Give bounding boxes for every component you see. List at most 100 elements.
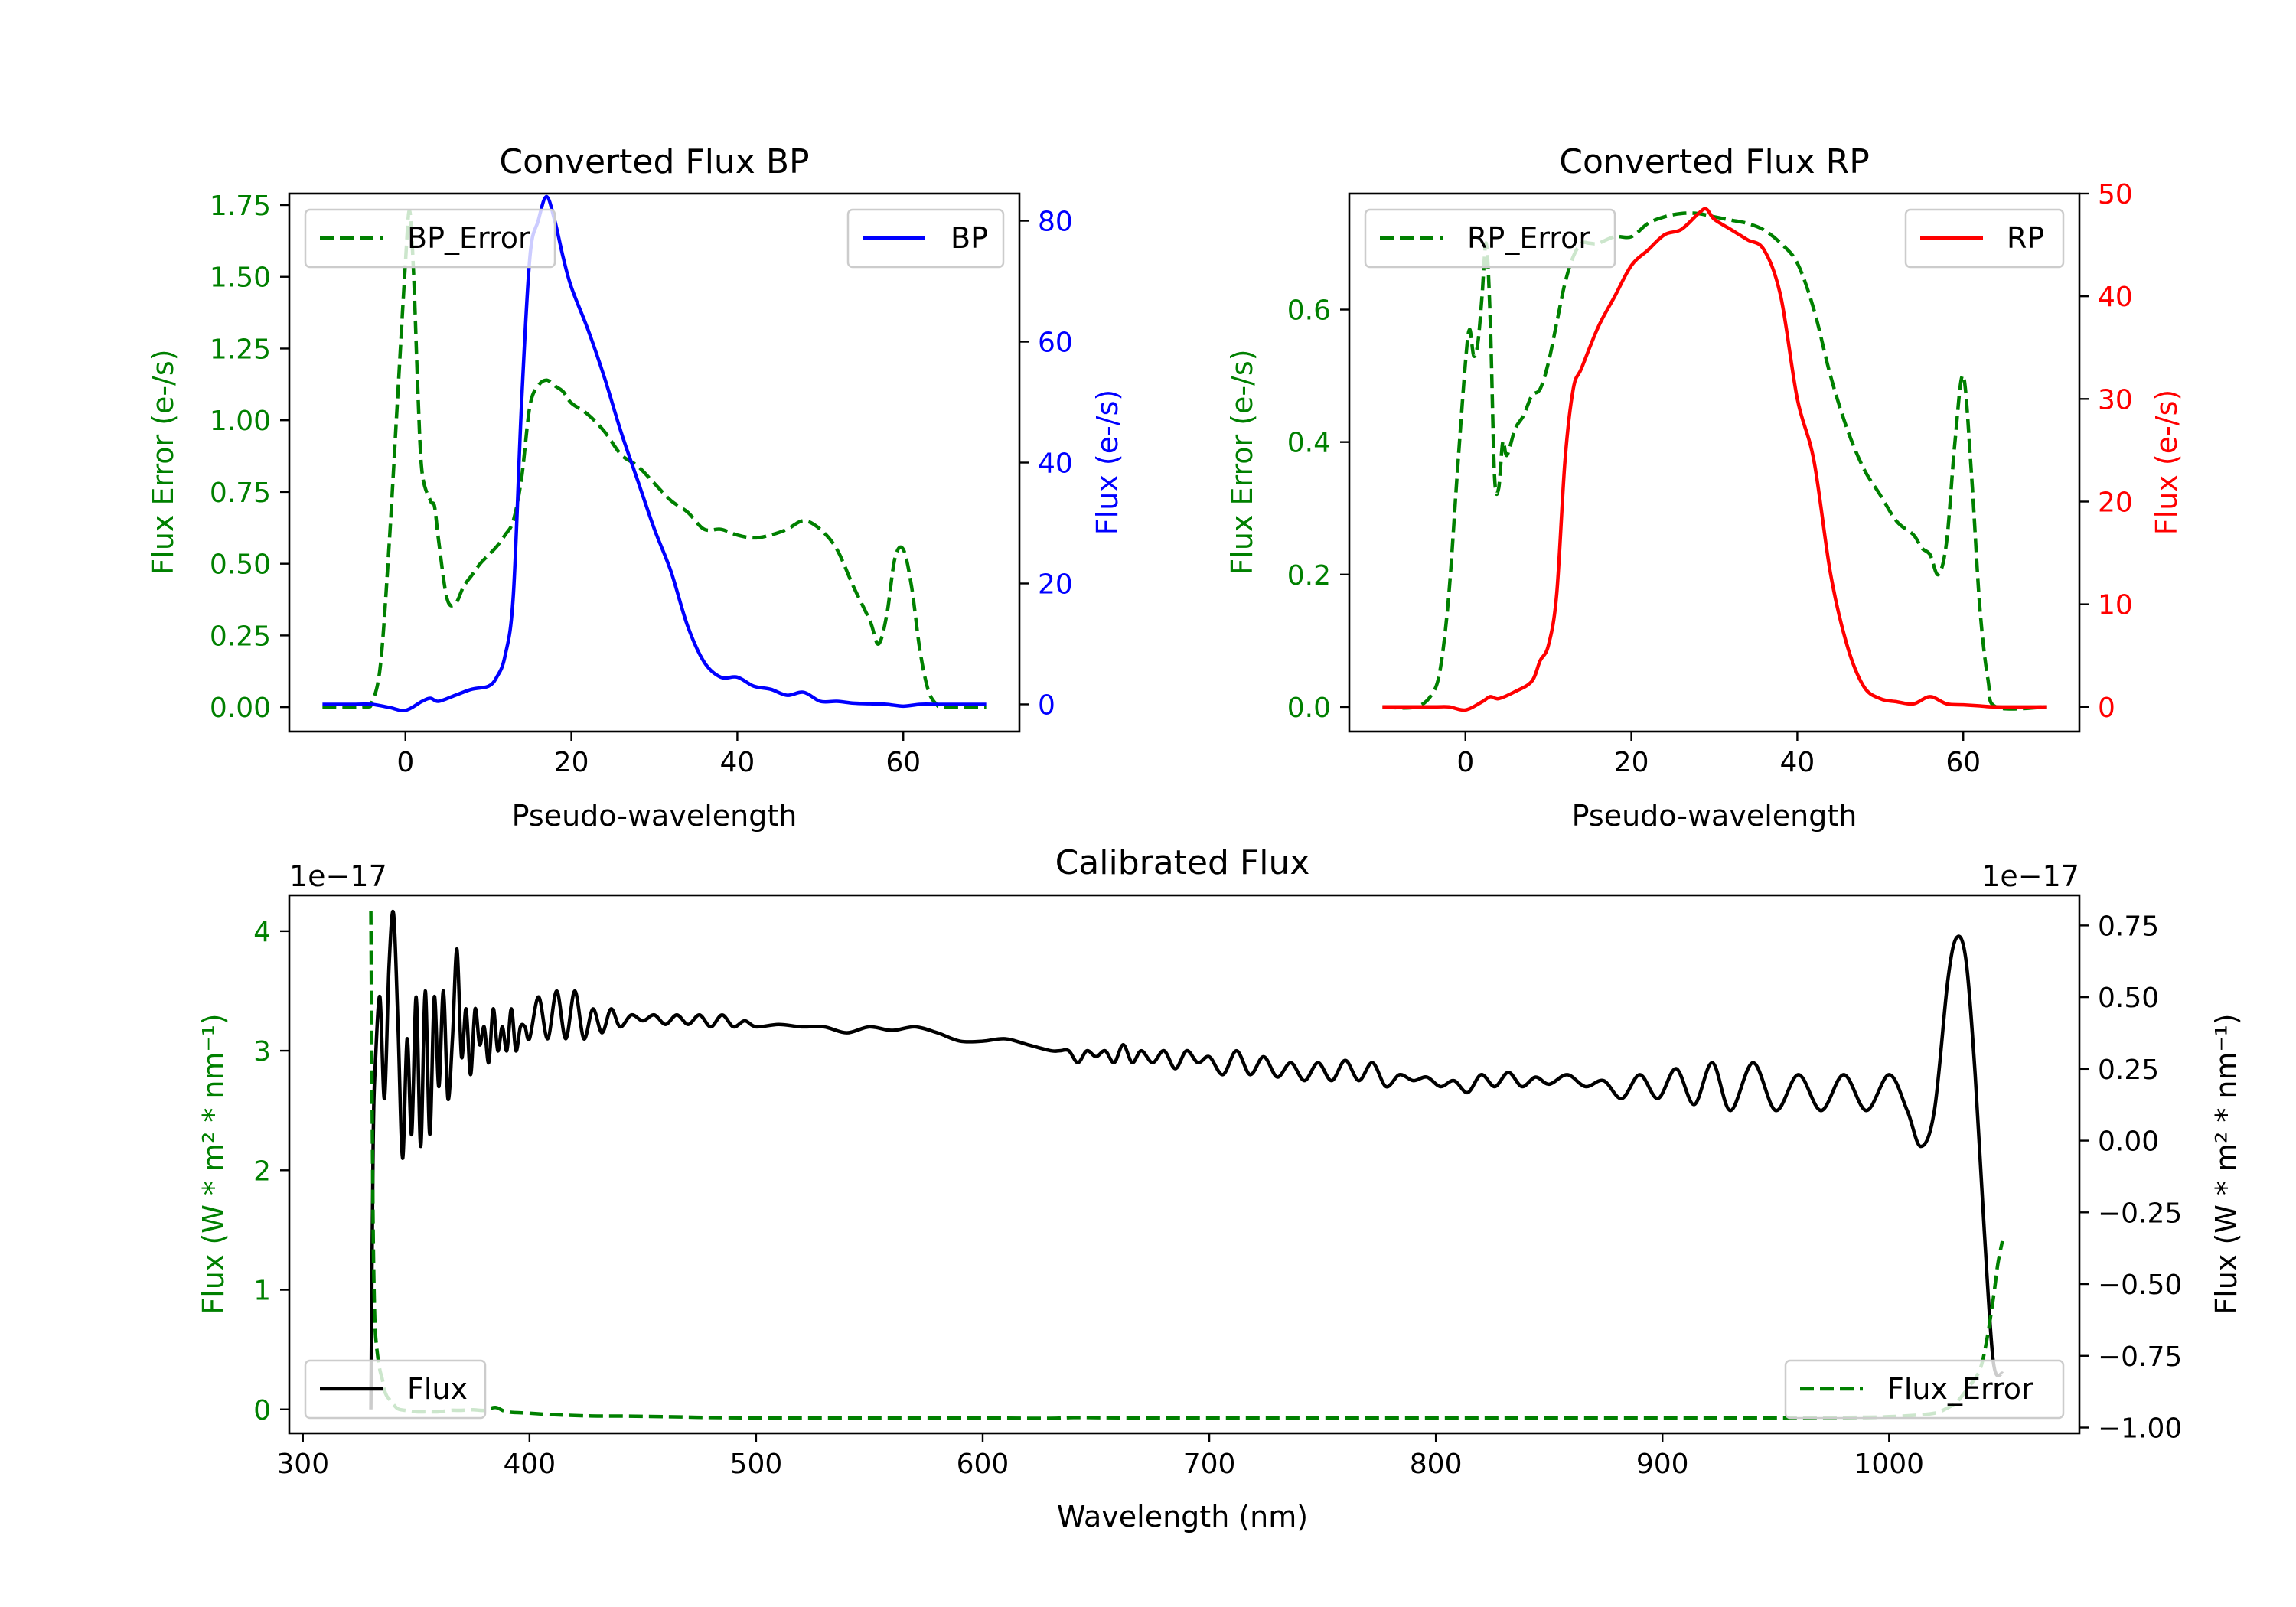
y-tick-label-right: 30 bbox=[2098, 384, 2133, 416]
y-tick-label-right: 10 bbox=[2098, 590, 2133, 621]
rp-legend-rp: RP bbox=[1904, 208, 2065, 269]
x-tick-label: 20 bbox=[1614, 747, 1649, 778]
rp-legend-rp-label: RP bbox=[2007, 221, 2044, 255]
y-tick-label-left: 2 bbox=[253, 1156, 271, 1187]
calibrated-legend-error: Flux_Error bbox=[1784, 1359, 2065, 1420]
rp-legend-error-label: RP_Error bbox=[1467, 221, 1590, 255]
bp-y-ticks-right: 0 20 40 60 80 bbox=[1019, 207, 1073, 721]
x-tick-label: 0 bbox=[396, 747, 414, 778]
y-tick-label-left: 1 bbox=[253, 1276, 271, 1307]
calibrated-legend-flux-label: Flux bbox=[407, 1372, 468, 1406]
calibrated-offset-right: 1e−17 bbox=[1981, 859, 2079, 893]
panel-bp: Converted Flux BP 0 20 40 60 0.000.250.500.… bbox=[146, 142, 1124, 833]
series-line-flux bbox=[369, 909, 2004, 1410]
y-tick-label-left: 1.25 bbox=[210, 334, 271, 365]
rp-legend-error: RP_Error bbox=[1364, 208, 1616, 269]
bp-ylabel-left: Flux Error (e-/s) bbox=[146, 349, 180, 575]
x-tick-label: 60 bbox=[1945, 747, 1981, 778]
y-tick-label-left: 4 bbox=[253, 917, 271, 948]
y-tick-label-right: 20 bbox=[1038, 569, 1073, 600]
calibrated-title: Calibrated Flux bbox=[1055, 843, 1310, 882]
bp-ylabel-right: Flux (e-/s) bbox=[1091, 390, 1124, 535]
y-tick-label-right: 40 bbox=[2098, 282, 2133, 313]
bp-title: Converted Flux BP bbox=[499, 142, 809, 181]
rp-x-ticks: 0 20 40 60 bbox=[1456, 732, 1981, 778]
x-tick-label: 0 bbox=[1456, 747, 1474, 778]
x-tick-label: 500 bbox=[730, 1449, 783, 1480]
y-tick-label-left: 0.75 bbox=[210, 478, 271, 509]
y-tick-label-right: 0 bbox=[1038, 689, 1055, 721]
bp-legend-bp-label: BP bbox=[951, 221, 988, 255]
bp-legend-error: BP_Error bbox=[304, 208, 556, 269]
y-tick-label-right: −1.00 bbox=[2098, 1413, 2182, 1445]
y-tick-label-left: 0.2 bbox=[1287, 560, 1331, 592]
rp-title: Converted Flux RP bbox=[1559, 142, 1870, 181]
y-tick-label-left: 0.6 bbox=[1287, 295, 1331, 327]
y-tick-label-left: 0.25 bbox=[210, 621, 271, 652]
y-tick-label-right: −0.75 bbox=[2098, 1341, 2182, 1373]
series-line-bp-error bbox=[322, 209, 987, 709]
calibrated-legend-error-label: Flux_Error bbox=[1887, 1372, 2033, 1406]
bp-legend-bp-box bbox=[846, 208, 1005, 269]
rp-legend-error-box bbox=[1364, 208, 1616, 269]
y-tick-label-right: 60 bbox=[1038, 328, 1073, 359]
calibrated-y-ticks-left: 0 1 2 3 4 bbox=[253, 917, 289, 1426]
y-tick-label-right: 20 bbox=[2098, 487, 2133, 518]
rp-y-ticks-left: 0.0 0.2 0.4 0.6 bbox=[1287, 295, 1349, 724]
y-tick-label-right: 50 bbox=[2098, 179, 2133, 210]
series-line-rp-error bbox=[1382, 211, 2047, 711]
bp-y-ticks-left: 0.00 0.25 0.50 0.75 1.00 1.25 1.50 1.75 bbox=[210, 191, 289, 724]
x-tick-label: 1000 bbox=[1854, 1449, 1924, 1480]
calibrated-ylabel-left: Flux (W * m² * nm⁻¹) bbox=[197, 1013, 230, 1314]
calibrated-legend-flux-box bbox=[304, 1359, 487, 1420]
bp-plot-area bbox=[322, 194, 987, 712]
y-tick-label-right: 0.75 bbox=[2098, 911, 2159, 942]
calibrated-ylabel-right: Flux (W * m² * nm⁻¹) bbox=[2210, 1013, 2243, 1314]
calibrated-x-ticks: 300 400 500 600 700 800 900 1000 bbox=[276, 1433, 1924, 1480]
calibrated-legend-error-box bbox=[1784, 1359, 2065, 1420]
x-tick-label: 700 bbox=[1183, 1449, 1236, 1480]
x-tick-label: 300 bbox=[276, 1449, 329, 1480]
panel-rp: Converted Flux RP 0 20 40 60 0.0 0.2 0.4 0.6 0… bbox=[1225, 142, 2183, 833]
y-tick-label-right: 80 bbox=[1038, 207, 1073, 238]
x-tick-label: 40 bbox=[1780, 747, 1815, 778]
y-tick-label-left: 0 bbox=[253, 1395, 271, 1426]
calibrated-legend-flux: Flux bbox=[304, 1359, 487, 1420]
calibrated-offset-left: 1e−17 bbox=[289, 859, 387, 893]
x-tick-label: 900 bbox=[1636, 1449, 1689, 1480]
y-tick-label-left: 0.0 bbox=[1287, 693, 1331, 724]
y-tick-label-right: 0 bbox=[2098, 693, 2115, 724]
x-tick-label: 400 bbox=[503, 1449, 556, 1480]
y-tick-label-right: 40 bbox=[1038, 448, 1073, 480]
y-tick-label-left: 0.50 bbox=[210, 549, 271, 581]
rp-ylabel-right: Flux (e-/s) bbox=[2150, 390, 2183, 535]
y-tick-label-right: −0.50 bbox=[2098, 1270, 2182, 1301]
x-tick-label: 60 bbox=[885, 747, 921, 778]
y-tick-label-left: 3 bbox=[253, 1036, 271, 1068]
bp-legend-bp: BP bbox=[846, 208, 1005, 269]
rp-xlabel: Pseudo-wavelength bbox=[1572, 799, 1857, 833]
panel-calibrated: Calibrated Flux 1e−17 1e−17 300 400 500 600… bbox=[197, 843, 2243, 1534]
bp-legend-error-box bbox=[304, 208, 556, 269]
y-tick-label-right: 0.25 bbox=[2098, 1054, 2159, 1086]
y-tick-label-left: 1.50 bbox=[210, 262, 271, 294]
y-tick-label-left: 1.00 bbox=[210, 406, 271, 437]
calibrated-y-ticks-right: −1.00 −0.75 −0.50 −0.25 0.00 0.25 0.50 0.75 bbox=[2079, 911, 2182, 1445]
x-tick-label: 600 bbox=[957, 1449, 1009, 1480]
rp-y-ticks-right: 0 10 20 30 40 50 bbox=[2079, 179, 2133, 724]
bp-xlabel: Pseudo-wavelength bbox=[512, 799, 797, 833]
calibrated-axes-frame bbox=[288, 894, 2081, 1435]
x-tick-label: 20 bbox=[554, 747, 589, 778]
rp-axes-frame bbox=[1348, 192, 2081, 733]
y-tick-label-left: 1.75 bbox=[210, 191, 271, 222]
bp-legend-error-label: BP_Error bbox=[407, 221, 530, 255]
y-tick-label-left: 0.4 bbox=[1287, 428, 1331, 459]
rp-plot-area bbox=[1382, 207, 2047, 712]
y-tick-label-right: −0.25 bbox=[2098, 1198, 2182, 1229]
y-tick-label-left: 0.00 bbox=[210, 693, 271, 724]
x-tick-label: 40 bbox=[720, 747, 755, 778]
rp-legend-rp-box bbox=[1904, 208, 2065, 269]
calibrated-xlabel: Wavelength (nm) bbox=[1057, 1500, 1308, 1534]
series-line-bp bbox=[322, 194, 987, 712]
